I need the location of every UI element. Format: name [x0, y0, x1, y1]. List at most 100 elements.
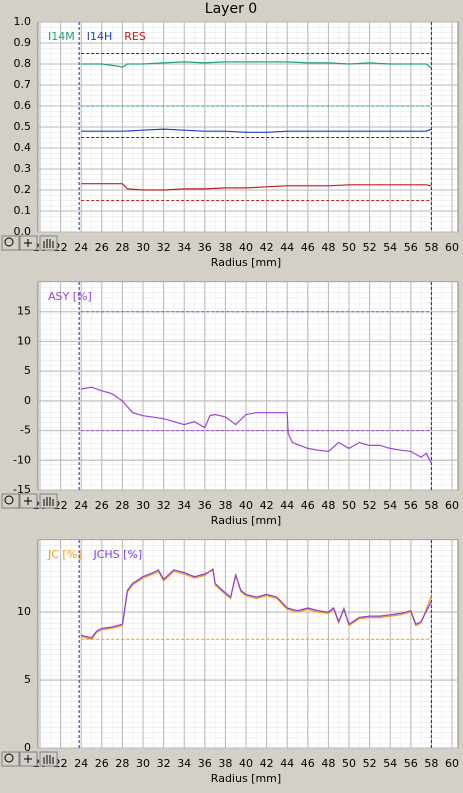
plus-icon [24, 755, 32, 763]
toolbar [1, 493, 58, 509]
x-tick-label: 30 [136, 241, 150, 254]
y-tick-label: 0.6 [14, 99, 32, 112]
x-tick-label: 40 [239, 241, 253, 254]
x-tick-label: 52 [363, 241, 377, 254]
plus-icon [24, 497, 32, 505]
x-tick-label: 34 [177, 499, 191, 512]
y-tick-label: 0 [24, 741, 31, 754]
legend-entry: I14H [87, 30, 113, 43]
legend-entry: I14M [48, 30, 75, 43]
x-tick-label: 48 [321, 757, 335, 770]
x-tick-label: 26 [95, 241, 109, 254]
x-tick-label: 50 [342, 241, 356, 254]
hand-button[interactable] [39, 493, 58, 509]
x-tick-label: 38 [218, 499, 232, 512]
x-axis-label: Radius [mm] [211, 256, 281, 269]
hand-button[interactable] [39, 235, 58, 251]
x-tick-label: 52 [363, 499, 377, 512]
x-axis-label: Radius [mm] [211, 514, 281, 527]
y-tick-label: 15 [17, 305, 31, 318]
y-tick-label: 0.1 [14, 204, 32, 217]
y-tick-label: 5 [24, 673, 31, 686]
x-tick-label: 40 [239, 499, 253, 512]
y-tick-label: -5 [20, 424, 31, 437]
x-tick-label: 36 [198, 241, 212, 254]
x-tick-label: 60 [445, 241, 459, 254]
y-tick-label: 0 [24, 394, 31, 407]
x-tick-label: 58 [424, 241, 438, 254]
hand-icon [43, 497, 54, 506]
x-tick-label: 34 [177, 241, 191, 254]
toolbar [1, 235, 58, 251]
zoom-icon [4, 753, 14, 763]
series-line [81, 128, 432, 133]
legend-entry: RES [124, 30, 146, 43]
y-tick-label: 5 [24, 364, 31, 377]
x-tick-label: 54 [383, 499, 397, 512]
hand-icon [43, 239, 54, 248]
x-tick-label: 38 [218, 241, 232, 254]
x-tick-label: 30 [136, 499, 150, 512]
x-tick-label: 60 [445, 757, 459, 770]
x-tick-label: 26 [95, 499, 109, 512]
x-tick-label: 44 [280, 241, 294, 254]
y-tick-label: 0.7 [14, 78, 32, 91]
x-tick-label: 48 [321, 499, 335, 512]
y-tick-label: 0.8 [14, 57, 32, 70]
y-tick-label: -15 [13, 483, 31, 496]
x-tick-label: 30 [136, 757, 150, 770]
x-tick-label: 38 [218, 757, 232, 770]
legend-entry: JCHS [%] [92, 548, 142, 561]
y-tick-label: 0.9 [14, 36, 32, 49]
x-tick-label: 28 [115, 499, 129, 512]
y-tick-label: 10 [17, 334, 31, 347]
y-tick-label: 0.2 [14, 183, 32, 196]
x-tick-label: 42 [260, 757, 274, 770]
x-tick-label: 54 [383, 757, 397, 770]
series-line [81, 567, 432, 640]
x-tick-label: 48 [321, 241, 335, 254]
toolbar [1, 751, 58, 767]
x-tick-label: 24 [74, 499, 88, 512]
x-tick-label: 24 [74, 757, 88, 770]
x-tick-label: 36 [198, 757, 212, 770]
x-tick-label: 56 [404, 757, 418, 770]
x-tick-label: 46 [301, 499, 315, 512]
window-title: Layer 0 [205, 1, 257, 17]
hand-icon [43, 755, 54, 764]
series-line [81, 183, 432, 191]
x-tick-label: 32 [157, 757, 171, 770]
y-tick-label: 0.5 [14, 120, 32, 133]
x-tick-label: 44 [280, 499, 294, 512]
x-tick-label: 28 [115, 757, 129, 770]
x-tick-label: 28 [115, 241, 129, 254]
x-tick-label: 34 [177, 757, 191, 770]
y-tick-label: 10 [17, 605, 31, 618]
x-tick-label: 52 [363, 757, 377, 770]
x-tick-label: 44 [280, 757, 294, 770]
x-tick-label: 54 [383, 241, 397, 254]
x-tick-label: 32 [157, 499, 171, 512]
zoom-icon [4, 495, 14, 505]
x-tick-label: 40 [239, 757, 253, 770]
x-tick-label: 56 [404, 241, 418, 254]
plus-icon [24, 239, 32, 247]
x-tick-label: 58 [424, 757, 438, 770]
x-axis-label: Radius [mm] [211, 772, 281, 785]
minor-grid-fill [38, 540, 458, 748]
x-tick-label: 46 [301, 241, 315, 254]
series-line [81, 386, 432, 464]
x-tick-label: 50 [342, 757, 356, 770]
series-line [81, 61, 432, 69]
x-tick-label: 46 [301, 757, 315, 770]
series-line [81, 568, 432, 639]
y-tick-label: 0.3 [14, 162, 32, 175]
hand-button[interactable] [39, 751, 58, 767]
minor-grid-fill [38, 282, 458, 490]
x-tick-label: 42 [260, 241, 274, 254]
x-tick-label: 42 [260, 499, 274, 512]
y-tick-label: 1.0 [14, 15, 32, 28]
x-tick-label: 50 [342, 499, 356, 512]
x-tick-label: 58 [424, 499, 438, 512]
